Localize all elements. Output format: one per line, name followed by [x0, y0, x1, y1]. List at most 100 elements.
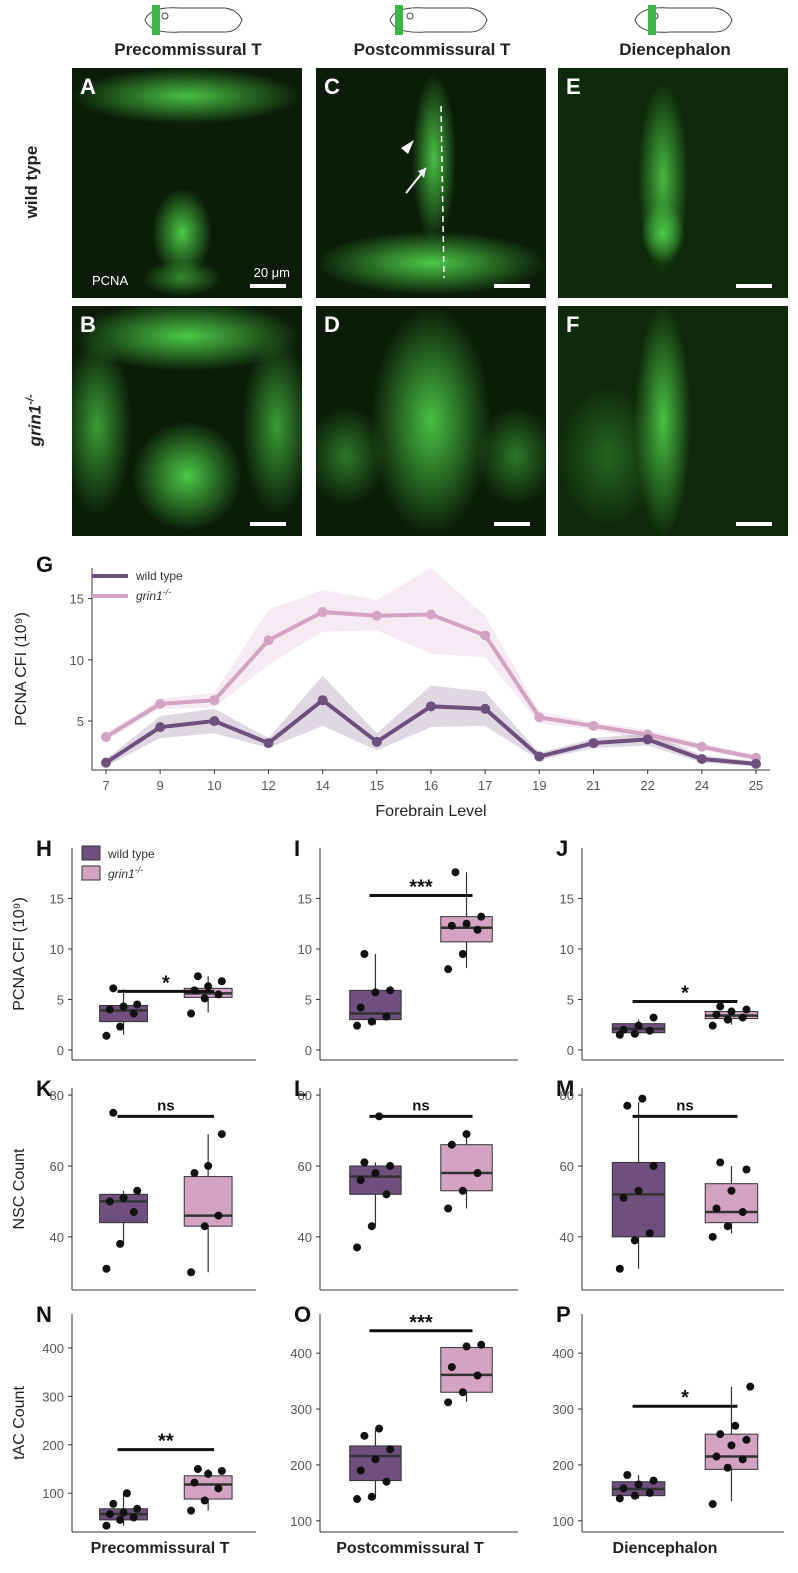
x-tick-label: 15 — [370, 778, 384, 793]
data-point — [458, 950, 467, 958]
significance-label: ns — [676, 1097, 694, 1114]
data-point — [367, 1492, 376, 1501]
box-plot-h: H 0 5 10 15 PCNA CFI (10⁹) * wild type grin1-/- — [11, 836, 256, 1061]
y-tick-label: 100 — [290, 1514, 312, 1529]
data-point — [133, 1186, 142, 1195]
column-title: Diencephalon — [619, 40, 731, 59]
y-tick-label: 10 — [50, 942, 64, 957]
data-point — [386, 986, 395, 995]
data-point — [588, 738, 599, 749]
fish-schematic-icon — [144, 5, 243, 35]
y-tick-label: 40 — [50, 1230, 64, 1245]
micrograph-panel: E — [558, 68, 788, 298]
significance-label: ns — [412, 1097, 430, 1114]
data-point — [630, 1236, 639, 1245]
y-tick-label: 15 — [560, 891, 574, 906]
panel-letter: E — [566, 74, 581, 99]
panel-letter: L — [294, 1076, 307, 1101]
legend-swatch — [81, 845, 101, 861]
data-point — [200, 1222, 209, 1231]
y-tick-label: 100 — [42, 1486, 64, 1501]
x-tick-label: 22 — [640, 778, 654, 793]
data-point — [723, 1463, 732, 1472]
data-point — [642, 734, 653, 745]
data-point — [738, 1208, 747, 1217]
data-point — [109, 1499, 118, 1508]
panel-letter: O — [294, 1302, 311, 1327]
data-point — [723, 1222, 732, 1231]
y-tick-label: 400 — [42, 1341, 64, 1356]
box — [440, 1144, 493, 1192]
data-point — [716, 1430, 725, 1439]
data-point — [426, 701, 436, 712]
data-point — [727, 1441, 736, 1450]
micrograph-panel: B — [72, 306, 302, 536]
significance-label: *** — [409, 1312, 433, 1334]
data-point — [645, 1488, 654, 1497]
data-point — [426, 609, 436, 620]
y-tick-label: 60 — [50, 1159, 64, 1174]
data-point — [634, 1186, 643, 1195]
row-label-wild-type: wild type — [22, 145, 41, 219]
data-point — [122, 1489, 131, 1498]
data-point — [129, 1513, 138, 1522]
stain-label: PCNA — [92, 273, 129, 288]
panel-letter: A — [80, 74, 96, 99]
y-tick-label: 10 — [298, 942, 312, 957]
data-point — [371, 988, 380, 997]
data-point — [630, 1491, 639, 1500]
data-point — [200, 994, 209, 1003]
data-point — [101, 757, 111, 768]
data-point — [371, 1169, 380, 1178]
data-point — [462, 1342, 471, 1351]
data-point — [367, 1017, 376, 1026]
significance-label: ** — [158, 1431, 174, 1453]
y-tick-label: 300 — [552, 1402, 574, 1417]
x-axis-label: Forebrain Level — [375, 803, 486, 818]
x-tick-label: 14 — [315, 778, 329, 793]
x-tick-label: 10 — [207, 778, 221, 793]
data-point — [105, 1510, 114, 1519]
data-point — [155, 698, 166, 709]
data-point — [193, 1465, 202, 1474]
scale-label: 20 μm — [253, 265, 290, 280]
y-tick-label: 5 — [305, 992, 312, 1007]
panel-letter: C — [324, 74, 340, 99]
x-tick-label: 12 — [261, 778, 275, 793]
data-point — [742, 1435, 751, 1444]
data-point — [360, 1431, 369, 1440]
data-point — [712, 1452, 721, 1461]
bottom-label: Postcommissural T — [336, 1540, 484, 1557]
data-point — [214, 1211, 223, 1220]
data-point — [217, 977, 226, 986]
data-point — [712, 1010, 721, 1019]
box-plot-m: M 40 60 80 ns — [556, 1076, 784, 1291]
data-point — [634, 1021, 643, 1030]
data-point — [353, 1021, 362, 1030]
data-point — [742, 1005, 751, 1014]
data-point — [708, 1021, 717, 1030]
panel-letter: N — [36, 1302, 52, 1327]
data-point — [187, 1009, 196, 1018]
scale-bar — [250, 522, 286, 526]
box-plot-o: O 100 200 300 400 *** — [290, 1302, 518, 1533]
y-tick-label: 300 — [290, 1402, 312, 1417]
y-tick-label: 100 — [552, 1514, 574, 1529]
data-point — [451, 868, 460, 877]
data-point — [356, 1003, 365, 1012]
y-axis-label: PCNA CFI (10⁹) — [11, 897, 28, 1011]
y-tick-label: 40 — [298, 1230, 312, 1245]
data-point — [204, 1469, 213, 1478]
data-point — [480, 630, 491, 641]
data-point — [638, 1094, 647, 1103]
y-tick-label: 200 — [552, 1458, 574, 1473]
y-tick-label: 0 — [305, 1043, 312, 1058]
panel-letter: H — [36, 836, 52, 861]
bottom-label: Precommissural T — [90, 1540, 230, 1557]
data-point — [371, 610, 382, 621]
data-point — [712, 1204, 721, 1213]
data-point — [353, 1495, 362, 1504]
panel-letter: M — [556, 1076, 574, 1101]
data-point — [356, 1466, 365, 1475]
fish-schematic-icon — [634, 5, 733, 35]
